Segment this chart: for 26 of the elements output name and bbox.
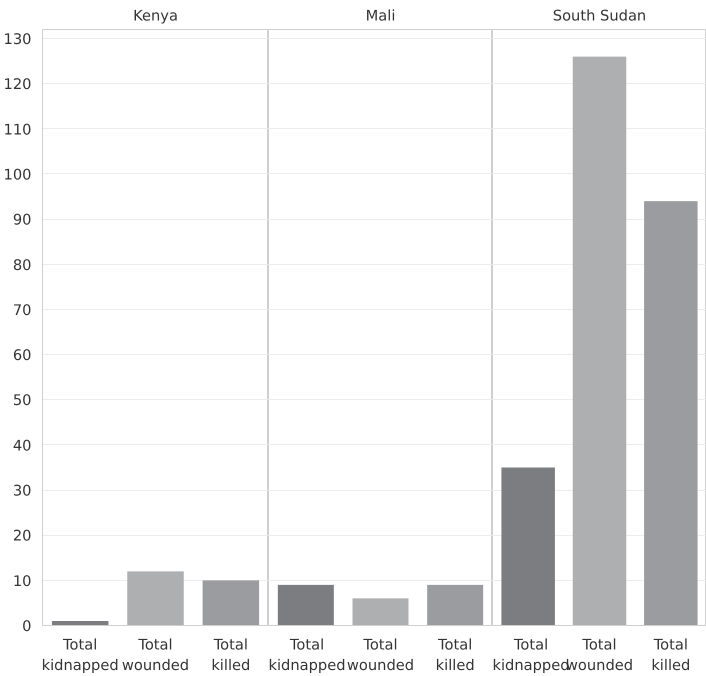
x-tick-label: Total kidnapped	[42, 636, 119, 674]
chart-title: Kenya	[133, 8, 178, 24]
x-tick-label: Total killed	[651, 636, 690, 674]
chart-title: Mali	[366, 8, 396, 24]
y-tick-label: 40	[12, 437, 32, 454]
x-tick-label: Total wounded	[346, 636, 414, 674]
y-tick-label: 0	[22, 618, 32, 635]
y-tick-label: 10	[12, 572, 32, 590]
x-tick-label: Total wounded	[122, 636, 190, 674]
y-tick-label: 60	[12, 347, 32, 364]
y-tick-label: 20	[12, 528, 32, 545]
y-tick-label: 70	[12, 302, 32, 319]
y-tick-label: 80	[12, 256, 32, 274]
y-tick-label: 120	[4, 76, 32, 94]
bar	[127, 571, 184, 626]
y-tick-label: 30	[12, 482, 32, 500]
y-tick-label: 90	[12, 212, 32, 229]
x-tick-label: Total killed	[211, 636, 250, 674]
x-tick-label: Total killed	[436, 636, 475, 674]
chart-title: South Sudan	[552, 8, 646, 24]
bar	[202, 580, 260, 626]
y-tick-label: 50	[12, 392, 32, 410]
y-tick-label: 130	[4, 31, 32, 48]
y-tick-label: 100	[4, 166, 32, 184]
y-tick-label: 110	[4, 121, 32, 138]
x-tick-label: Total kidnapped	[268, 636, 346, 674]
